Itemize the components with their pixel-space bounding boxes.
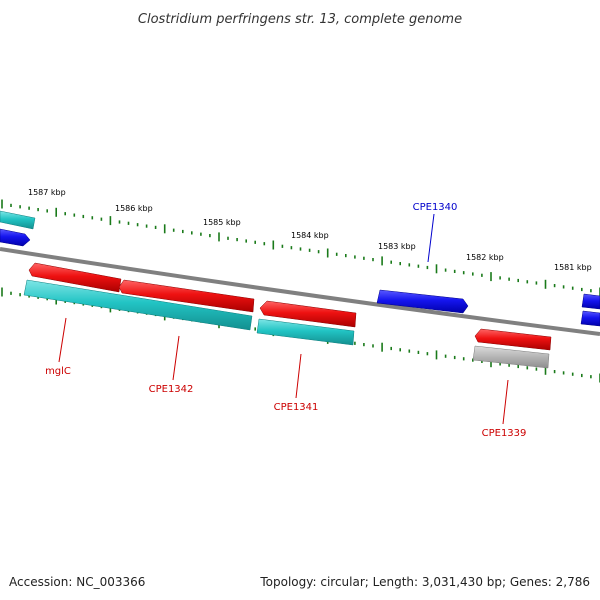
- gene-label-cpe1340[interactable]: CPE1340: [413, 202, 458, 213]
- gene-label-cpe1342[interactable]: CPE1342: [149, 384, 194, 395]
- scale-label-1583: 1583 kbp: [378, 242, 416, 251]
- gene-blue-right-edge-inner[interactable]: [580, 310, 600, 327]
- gene-cpe1341-cyan[interactable]: [256, 318, 355, 346]
- inner-strand-genes: [23, 262, 600, 369]
- genome-backbone: [0, 247, 600, 336]
- gene-mglc[interactable]: [28, 262, 122, 293]
- scale-label-1582: 1582 kbp: [466, 253, 504, 262]
- leader-cpe1341: [295, 353, 302, 399]
- gene-cpe1342-red[interactable]: [118, 279, 255, 313]
- leader-cpe1339: [502, 379, 509, 425]
- leader-cpe1340: [427, 213, 435, 263]
- scale-label-1585: 1585 kbp: [203, 218, 241, 227]
- gene-cyan-left-edge[interactable]: [0, 210, 36, 230]
- gene-label-cpe1339[interactable]: CPE1339: [482, 428, 527, 439]
- gene-gray[interactable]: [472, 345, 550, 369]
- gene-blue-left-edge[interactable]: [0, 228, 31, 247]
- map-title: Clostridium perfringens str. 13, complet…: [138, 12, 462, 27]
- scale-label-1581: 1581 kbp: [554, 263, 592, 272]
- label-leaders: [58, 213, 509, 425]
- leader-mglc: [58, 317, 67, 363]
- leader-cpe1342: [172, 335, 180, 381]
- gene-label-cpe1341[interactable]: CPE1341: [274, 402, 319, 413]
- scale-label-1586: 1586 kbp: [115, 204, 153, 213]
- gene-cpe1339[interactable]: [474, 328, 552, 351]
- genome-summary-text: Topology: circular; Length: 3,031,430 bp…: [259, 575, 590, 589]
- gene-cpe1342-cyan[interactable]: [23, 279, 253, 331]
- gene-labels: mglC CPE1342 CPE1341 CPE1340 CPE1339: [45, 202, 526, 439]
- gene-label-mglc[interactable]: mglC: [45, 366, 71, 377]
- outer-tick-ruler: [1, 199, 600, 297]
- gene-blue-right-edge[interactable]: [581, 293, 600, 310]
- gene-cpe1340[interactable]: [376, 289, 469, 314]
- gene-cpe1341-red[interactable]: [259, 300, 357, 328]
- accession-text: Accession: NC_003366: [9, 575, 145, 589]
- scale-label-1587: 1587 kbp: [28, 188, 66, 197]
- outer-strand-genes: [0, 210, 600, 314]
- scale-label-1584: 1584 kbp: [291, 231, 329, 240]
- scale-labels: 1587 kbp 1586 kbp 1585 kbp 1584 kbp 1583…: [28, 188, 592, 272]
